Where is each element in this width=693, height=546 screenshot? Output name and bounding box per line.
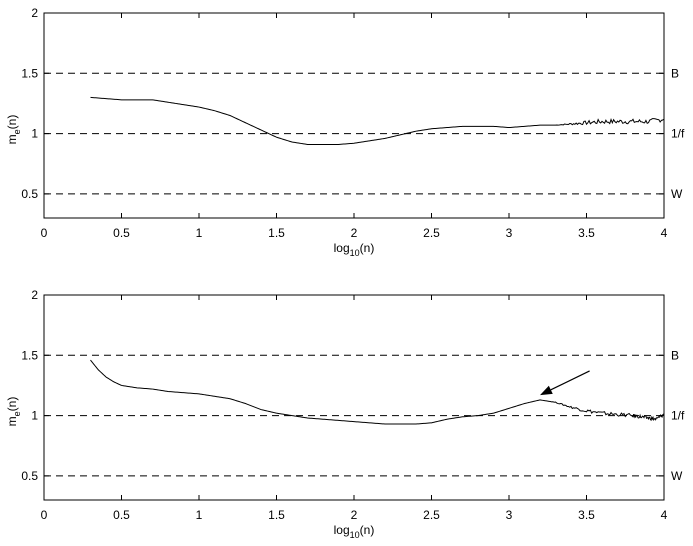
x-tick-label: 3	[506, 226, 513, 240]
reference-line-label: 1/f	[671, 127, 685, 141]
x-tick-label: 2.5	[423, 226, 440, 240]
x-tick-label: 0.5	[113, 508, 130, 522]
x-axis-label: log10(n)	[334, 523, 375, 540]
annotation-arrow-shaft	[550, 370, 590, 391]
x-tick-label: 2	[351, 226, 358, 240]
chart-top: B1/fW0 0.5 1 1.5 2 2.5 3 3.5 40.511.52log10(n)me…	[5, 6, 685, 258]
plot-frame	[43, 12, 665, 219]
annotation-arrow-head	[540, 385, 553, 396]
x-tick-label: 2	[351, 508, 358, 522]
x-tick-label: 3	[506, 508, 513, 522]
x-tick-label: 4	[661, 226, 668, 240]
reference-line-label: B	[671, 348, 679, 362]
series-line	[90, 96, 665, 145]
x-tick-label: 1	[196, 226, 203, 240]
reference-line-label: 1/f	[671, 409, 685, 423]
y-tick-label: 1	[31, 409, 38, 423]
reference-line-label: B	[671, 66, 679, 80]
y-tick-label: 1.5	[21, 66, 38, 80]
x-tick-label: 1.5	[268, 508, 285, 522]
plot-frame	[43, 294, 665, 501]
y-tick-label: 2	[31, 6, 38, 20]
chart-bottom: B1/fW0 0.5 1 1.5 2 2.5 3 3.5 40.511.52log10(n)me…	[5, 288, 685, 540]
series-line	[90, 359, 665, 425]
x-tick-label: 0	[41, 226, 48, 240]
x-tick-label: 3.5	[578, 226, 595, 240]
reference-line-label: W	[671, 187, 683, 201]
x-axis-label: log10(n)	[334, 241, 375, 258]
x-tick-label: 4	[661, 508, 668, 522]
y-tick-label: 0.5	[21, 187, 38, 201]
y-tick-label: 1.5	[21, 348, 38, 362]
y-tick-label: 2	[31, 288, 38, 302]
x-tick-label: 0.5	[113, 226, 130, 240]
x-tick-label: 3.5	[578, 508, 595, 522]
x-tick-label: 2.5	[423, 508, 440, 522]
y-tick-label: 0.5	[21, 469, 38, 483]
x-tick-label: 1.5	[268, 226, 285, 240]
y-tick-label: 1	[31, 127, 38, 141]
x-tick-label: 1	[196, 508, 203, 522]
y-axis-label: me(n)	[5, 397, 22, 427]
reference-line-label: W	[671, 469, 683, 483]
y-axis-label: me(n)	[5, 115, 22, 145]
x-tick-label: 0	[41, 508, 48, 522]
